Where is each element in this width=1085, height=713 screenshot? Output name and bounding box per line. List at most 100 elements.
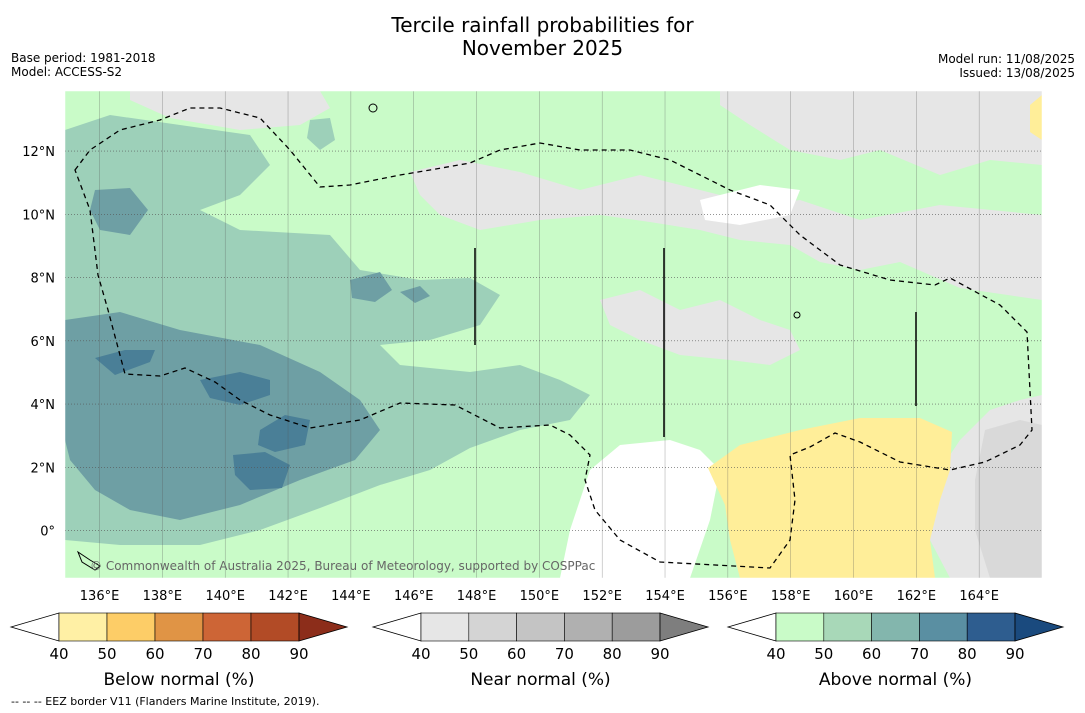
longitude-label: 152°E <box>582 589 622 604</box>
colorbar-tick-label: 40 <box>49 645 68 663</box>
colorbars: 40 50 60 70 80 90 Below normal (%) 40 50 60 70 80 90… <box>9 612 1065 690</box>
model-run-text: Model run: 11/08/2025 <box>937 52 1075 66</box>
island <box>793 311 801 319</box>
copyright-text: © Commonwealth of Australia 2025, Bureau… <box>90 559 595 573</box>
below-normal-region <box>1030 95 1042 140</box>
latitude-label: 4°N <box>31 398 56 413</box>
latitude-label: 6°N <box>31 335 56 350</box>
colorbar-tick-label: 70 <box>910 645 929 663</box>
near-normal-region <box>720 91 1042 175</box>
colorbar-tick-label: 50 <box>814 645 833 663</box>
metadata-right: Model run: 11/08/2025 Issued: 13/08/2025 <box>938 52 1075 80</box>
latitude-label: 8°N <box>31 272 56 287</box>
colorbar-extend-high <box>659 612 710 642</box>
colorbar-tick-label: 50 <box>459 645 478 663</box>
colorbar: 40 50 60 70 80 90 Near normal (%) <box>371 612 710 690</box>
longitude-label: 142°E <box>268 589 308 604</box>
colorbar-bin <box>871 612 920 642</box>
colorbar-bin <box>775 612 825 642</box>
above-normal-region-80 <box>95 350 155 375</box>
colorbar-bin <box>250 612 300 642</box>
colorbar: 40 50 60 70 80 90 Below normal (%) <box>9 612 349 690</box>
longitude-label: 154°E <box>645 589 685 604</box>
colorbar-tick-label: 60 <box>507 645 526 663</box>
longitude-label: 148°E <box>457 589 497 604</box>
map-title: Tercile rainfall probabilities for Novem… <box>0 14 1085 60</box>
above-normal-region-70 <box>350 272 392 302</box>
longitude-label: 160°E <box>834 589 874 604</box>
longitude-labels: 136°E 138°E 140°E 142°E 144°E 146°E 148°E 150°E… <box>80 589 999 604</box>
above-normal-region-80 <box>200 372 270 405</box>
colorbar-bin <box>919 612 968 642</box>
above-normal-region-60 <box>307 118 335 150</box>
colorbar-extend-high <box>1014 612 1065 642</box>
base-period-text: Base period: 1981-2018 <box>11 51 156 65</box>
longitude-label: 140°E <box>205 589 245 604</box>
colorbar-bin <box>516 612 565 642</box>
island <box>368 103 378 113</box>
colorbar-tick-label: 50 <box>97 645 116 663</box>
near-normal-region <box>410 160 1042 300</box>
colorbar-bin <box>154 612 204 642</box>
map-title-line1: Tercile rainfall probabilities for <box>391 13 694 37</box>
colorbar-tick-label: 90 <box>1005 645 1024 663</box>
colorbar-tick-label: 70 <box>193 645 212 663</box>
colorbar-tick-label: 70 <box>555 645 574 663</box>
colorbar-tick-label: 90 <box>289 645 308 663</box>
colorbar-tick-label: 60 <box>862 645 881 663</box>
colorbar-label: Near normal (%) <box>470 670 610 690</box>
longitude-label: 144°E <box>331 589 371 604</box>
colorbar-extend-low <box>726 612 777 642</box>
colorbar-bin <box>468 612 517 642</box>
gridlines <box>65 91 1042 578</box>
colorbar-extend-high <box>298 612 349 642</box>
near-normal-region-60 <box>975 420 1042 578</box>
above-normal-region-80 <box>233 452 290 490</box>
map-title-line2: November 2025 <box>461 36 624 60</box>
model-text: Model: ACCESS-S2 <box>11 65 123 79</box>
colorbar-tick-label: 40 <box>766 645 785 663</box>
colorbar: 40 50 60 70 80 90 Above normal (%) <box>726 612 1065 690</box>
longitude-label: 158°E <box>771 589 811 604</box>
longitude-label: 164°E <box>959 589 999 604</box>
colorbar-bin <box>58 612 108 642</box>
metadata-left: Base period: 1981-2018 Model: ACCESS-S2 <box>11 51 156 79</box>
colorbar-bin <box>966 612 1016 642</box>
colorbar-extend-low <box>371 612 422 642</box>
longitude-label: 146°E <box>394 589 434 604</box>
colorbar-bin <box>106 612 156 642</box>
colorbar-tick-label: 80 <box>241 645 260 663</box>
colorbar-tick-label: 90 <box>650 645 669 663</box>
colorbar-label: Below normal (%) <box>104 670 255 690</box>
colorbar-bin <box>420 612 470 642</box>
longitude-label: 138°E <box>143 589 183 604</box>
eez-footnote: -- -- -- EEZ border V11 (Flanders Marine… <box>11 695 320 708</box>
latitude-labels: 12°N 10°N 8°N 6°N 4°N 2°N 0° <box>22 145 55 539</box>
colorbar-tick-label: 60 <box>145 645 164 663</box>
colorbar-bin <box>611 612 661 642</box>
latitude-label: 10°N <box>22 208 55 223</box>
colorbar-tick-label: 80 <box>603 645 622 663</box>
latitude-label: 12°N <box>22 145 55 160</box>
map-frame <box>64 90 1043 579</box>
weak-signal-region <box>560 440 720 578</box>
island <box>76 550 101 571</box>
weak-signal-region <box>700 185 800 225</box>
colorbar-bin <box>564 612 613 642</box>
near-normal-region <box>600 290 800 365</box>
longitude-label: 156°E <box>708 589 748 604</box>
colorbar-tick-label: 80 <box>958 645 977 663</box>
latitude-label: 2°N <box>31 461 56 476</box>
above-normal-region-70 <box>90 188 148 235</box>
probability-regions <box>65 91 1042 578</box>
colorbar-bin <box>823 612 872 642</box>
longitude-label: 136°E <box>80 589 120 604</box>
latitude-label: 0° <box>40 525 55 540</box>
issued-text: Issued: 13/08/2025 <box>959 66 1075 80</box>
colorbar-label: Above normal (%) <box>819 670 972 690</box>
colorbar-bin <box>202 612 252 642</box>
longitude-label: 162°E <box>897 589 937 604</box>
above-normal-region-70 <box>400 286 430 303</box>
colorbar-tick-label: 40 <box>411 645 430 663</box>
